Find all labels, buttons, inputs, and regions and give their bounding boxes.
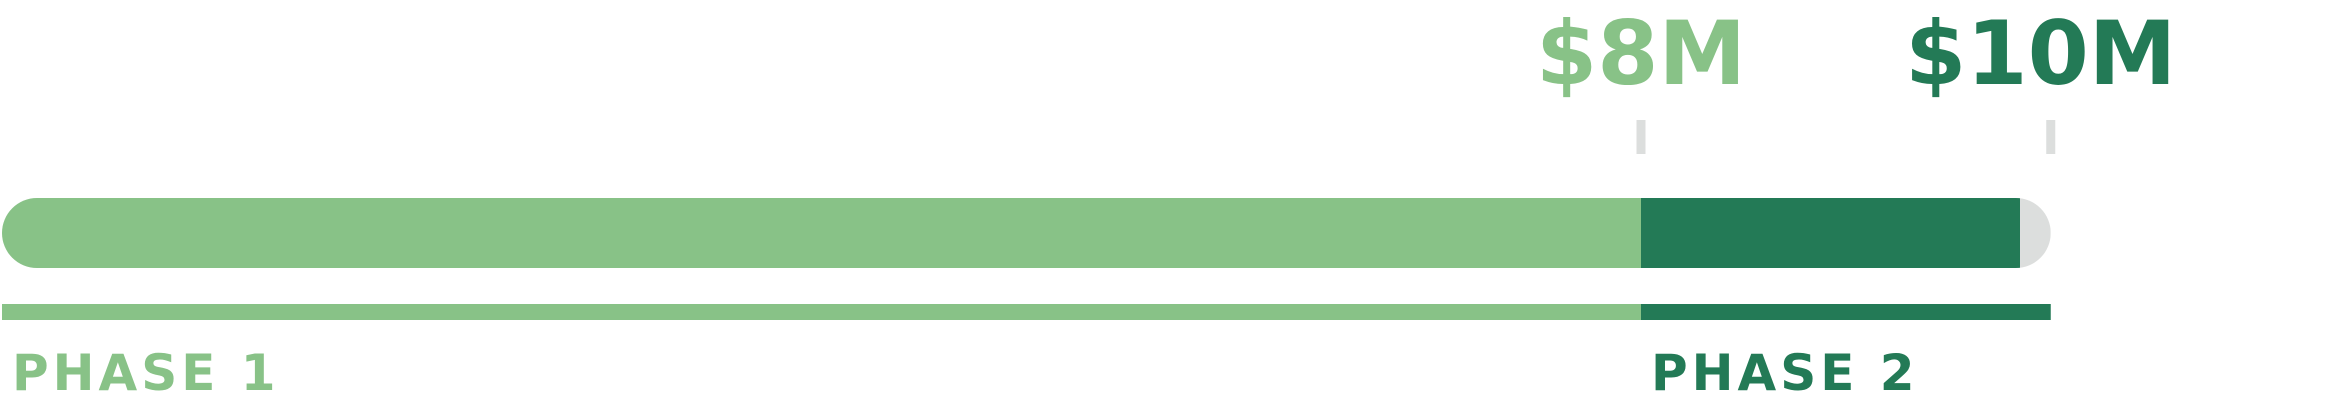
phase-lines <box>2 304 2051 320</box>
phase-labels: PHASE 1 PHASE 2 <box>12 344 1919 402</box>
bar-segment-2 <box>1641 198 2021 268</box>
milestone-labels: $8M $10M <box>1536 2 2176 105</box>
bar-segment-1 <box>2 198 1641 268</box>
progress-bar <box>2 198 2051 268</box>
phase-label-1: PHASE 1 <box>12 344 280 402</box>
milestone-ticks <box>1636 120 2056 154</box>
phase-line-1 <box>2 304 1641 320</box>
milestone-tick-2 <box>2046 120 2056 154</box>
milestone-label-2: $10M <box>1905 2 2176 105</box>
phase-line-2 <box>1641 304 2051 320</box>
milestone-label-1: $8M <box>1536 2 1746 105</box>
milestone-tick-1 <box>1636 120 1646 154</box>
phase-label-2: PHASE 2 <box>1651 344 1919 402</box>
bar-segment-3 <box>2020 198 2051 268</box>
